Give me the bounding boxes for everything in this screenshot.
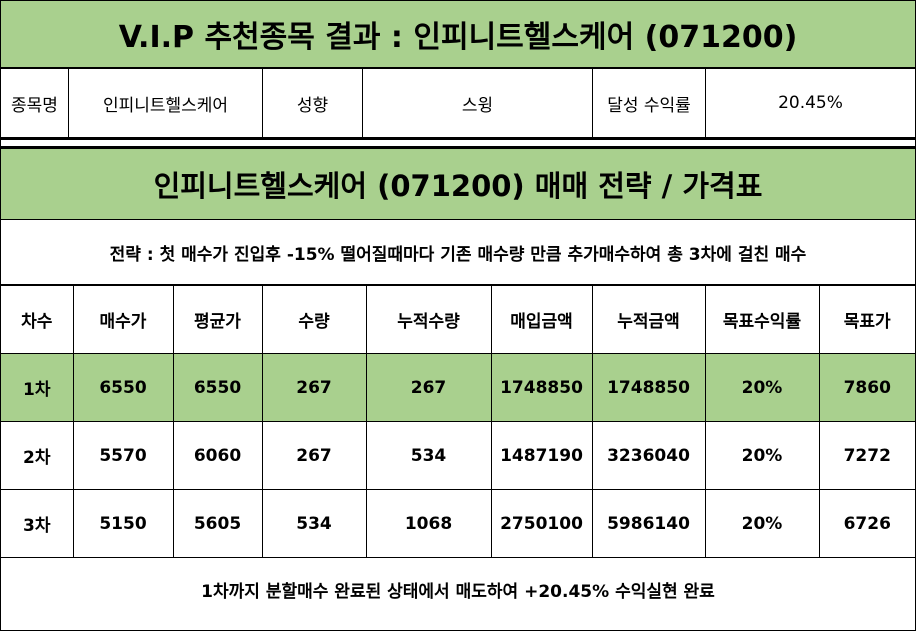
strategy-title: 인피니트헬스케어 (071200) 매매 전략 / 가격표 — [1, 146, 915, 220]
cell-buy-amount: 1487190 — [490, 421, 593, 490]
cell-cum-qty: 267 — [365, 353, 492, 422]
page-title: V.I.P 추천종목 결과 : 인피니트헬스케어 (071200) — [1, 1, 915, 69]
cell-avg-price: 6060 — [172, 421, 263, 490]
cell-qty: 534 — [261, 489, 367, 558]
cell-buy-price: 5570 — [72, 421, 174, 490]
cell-avg-price: 5605 — [172, 489, 263, 558]
cell-cum-qty: 1068 — [365, 489, 492, 558]
col-header-target-return: 목표수익률 — [704, 285, 820, 354]
cell-cum-amount: 5986140 — [591, 489, 706, 558]
table-header-row: 차수 매수가 평균가 수량 누적수량 매입금액 누적금액 목표수익률 목표가 — [1, 285, 915, 354]
stock-name-label: 종목명 — [1, 69, 69, 137]
col-header-round: 차수 — [1, 285, 74, 354]
col-header-buy-amount: 매입금액 — [490, 285, 593, 354]
col-header-qty: 수량 — [261, 285, 367, 354]
cell-qty: 267 — [261, 353, 367, 422]
col-header-avg-price: 평균가 — [172, 285, 263, 354]
table-row: 1차 6550 6550 267 267 1748850 1748850 20%… — [1, 353, 915, 422]
cell-cum-amount: 3236040 — [591, 421, 706, 490]
price-table: 차수 매수가 평균가 수량 누적수량 매입금액 누적금액 목표수익률 목표가 1… — [1, 285, 915, 558]
cell-target-price: 7860 — [818, 353, 915, 422]
cell-buy-price: 5150 — [72, 489, 174, 558]
col-header-cum-amount: 누적금액 — [591, 285, 706, 354]
cell-round: 3차 — [1, 489, 74, 558]
stock-info-row: 종목명 인피니트헬스케어 성향 스윙 달성 수익률 20.45% — [1, 69, 915, 140]
cell-cum-qty: 534 — [365, 421, 492, 490]
cell-target-price: 6726 — [818, 489, 915, 558]
col-header-cum-qty: 누적수량 — [365, 285, 492, 354]
col-header-target-price: 목표가 — [818, 285, 915, 354]
cell-target-return: 20% — [704, 353, 820, 422]
col-header-buy-price: 매수가 — [72, 285, 174, 354]
cell-qty: 267 — [261, 421, 367, 490]
cell-target-price: 7272 — [818, 421, 915, 490]
cell-buy-amount: 2750100 — [490, 489, 593, 558]
cell-round: 2차 — [1, 421, 74, 490]
cell-target-return: 20% — [704, 421, 820, 490]
strategy-description: 전략 : 첫 매수가 진입후 -15% 떨어질때마다 기존 매수량 만큼 추가매… — [1, 220, 915, 285]
stock-name-value: 인피니트헬스케어 — [69, 69, 263, 137]
cell-target-return: 20% — [704, 489, 820, 558]
table-row: 2차 5570 6060 267 534 1487190 3236040 20%… — [1, 421, 915, 490]
return-label: 달성 수익률 — [593, 69, 706, 137]
style-label: 성향 — [263, 69, 363, 137]
cell-cum-amount: 1748850 — [591, 353, 706, 422]
table-row: 3차 5150 5605 534 1068 2750100 5986140 20… — [1, 489, 915, 558]
style-value: 스윙 — [363, 69, 593, 137]
return-value: 20.45% — [778, 93, 843, 113]
cell-avg-price: 6550 — [172, 353, 263, 422]
cell-buy-price: 6550 — [72, 353, 174, 422]
cell-buy-amount: 1748850 — [490, 353, 593, 422]
result-note: 1차까지 분할매수 완료된 상태에서 매도하여 +20.45% 수익실현 완료 — [201, 581, 715, 602]
cell-round: 1차 — [1, 353, 74, 422]
